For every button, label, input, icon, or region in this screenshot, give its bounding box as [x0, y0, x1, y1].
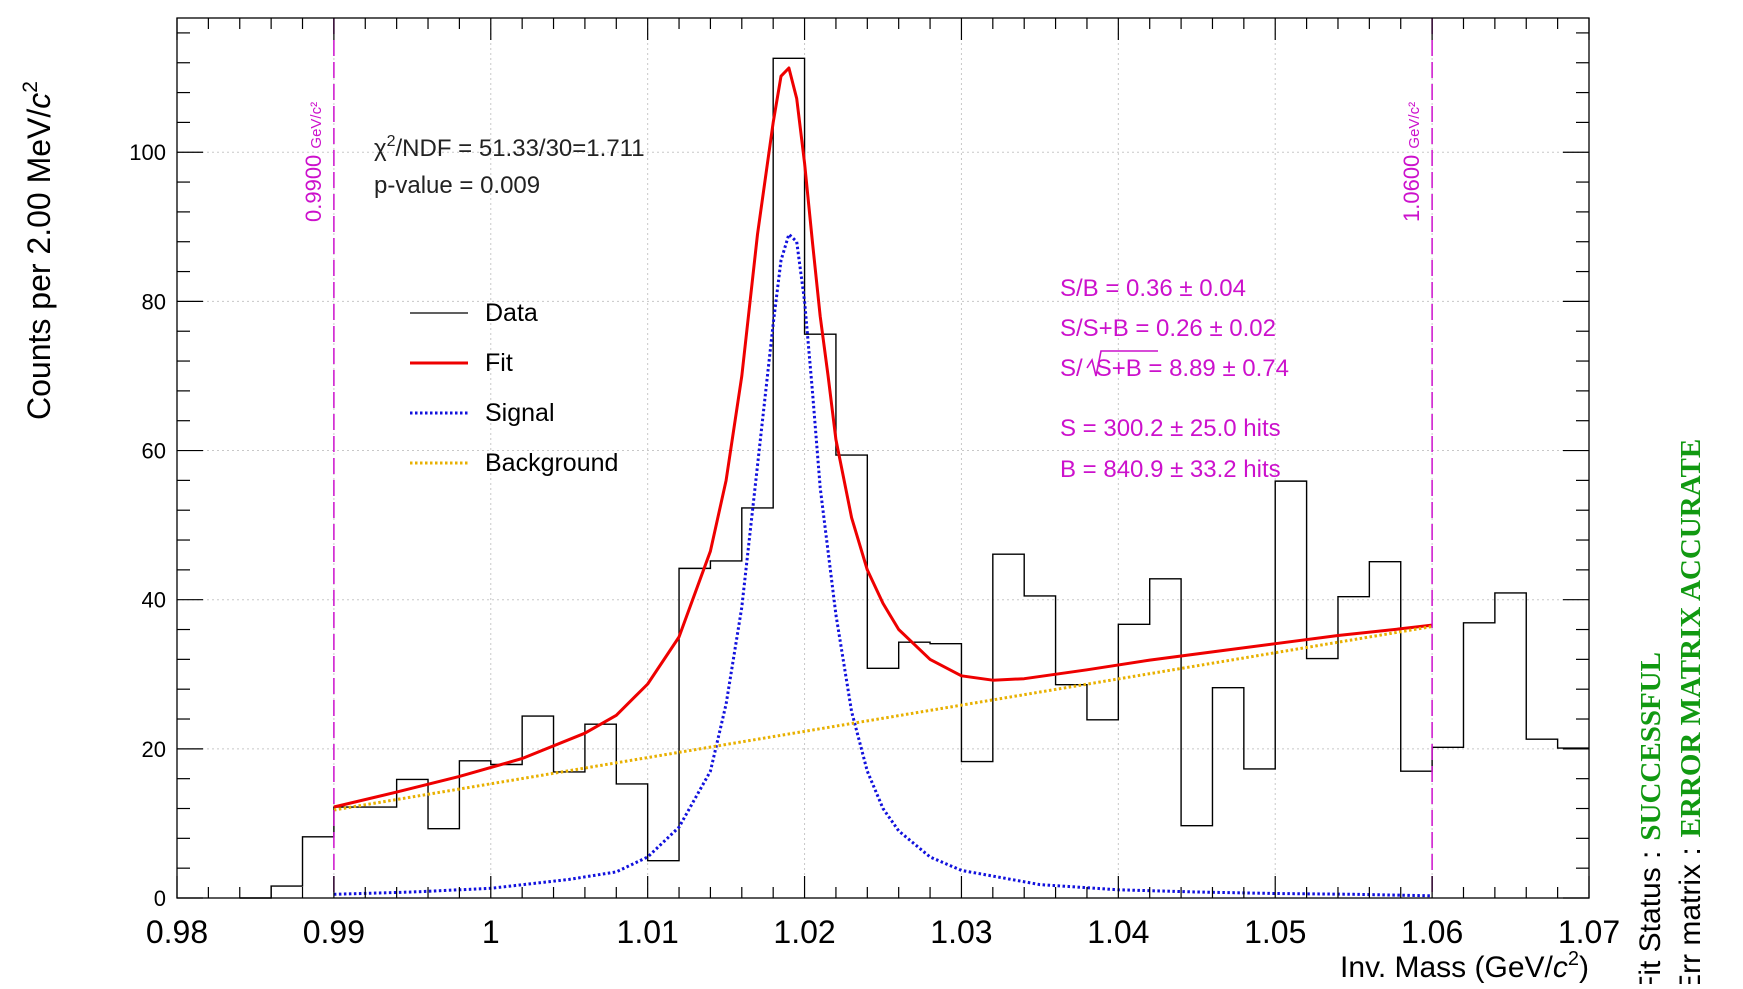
y-tick-label: 0 [154, 886, 166, 911]
y-tick-label: 60 [142, 439, 166, 464]
legend-label-background: Background [485, 449, 618, 477]
sqrt-radicand: S+B [1096, 355, 1142, 382]
axis-ticks-layer: 0.98 0.99 1 1.01 1.02 1.03 1.04 1.05 1.06 1.07 0 20… [129, 18, 1620, 950]
y-tick-label: 20 [142, 737, 166, 762]
significance-text: S/S+B = 8.89 ± 0.74 [1060, 355, 1289, 382]
signal-background-stats: S/B = 0.36 ± 0.04 S/S+B = 0.26 ± 0.02 S/… [1060, 275, 1289, 483]
fit-status-text: Fit Status :SUCCESSFUL [1634, 652, 1667, 984]
x-tick-label: 0.98 [146, 914, 208, 950]
series-background-curve [333, 625, 1433, 812]
x-tick-label: 1 [482, 914, 500, 950]
plot-frame-layer [176, 17, 1590, 899]
sqrt-sign [1086, 350, 1158, 377]
y-tick-label: 40 [142, 588, 166, 613]
sb-ratio-text: S/B = 0.36 ± 0.04 [1060, 275, 1246, 302]
signal-hits-text: S = 300.2 ± 25.0 hits [1060, 415, 1281, 442]
grid-layer [176, 18, 1590, 899]
x-tick-label: 1.01 [617, 914, 679, 950]
x-tick-label: 1.02 [773, 914, 835, 950]
legend: Data Fit Signal Background [410, 299, 618, 477]
err-matrix-text: Err matrix :ERROR MATRIX ACCURATE [1674, 439, 1707, 984]
data-histogram [239, 57, 1589, 899]
x-tick-label: 1.03 [930, 914, 992, 950]
x-tick-label: 1.05 [1244, 914, 1306, 950]
fit-curves-layer [333, 66, 1433, 898]
legend-label-fit: Fit [485, 349, 513, 377]
plot-frame [176, 17, 1590, 899]
legend-label-signal: Signal [485, 399, 555, 427]
x-axis-title: Inv. Mass (GeV/c2) [1340, 948, 1589, 984]
series-signal-curve [333, 232, 1433, 898]
y-tick-label: 80 [142, 289, 166, 314]
x-tick-label: 1.06 [1401, 914, 1463, 950]
series-fit-curve [333, 66, 1433, 809]
range-markers-layer: 0.9900 GeV/c² 1.0600 GeV/c² [301, 18, 1433, 898]
pvalue-annotation: p-value = 0.009 [374, 172, 540, 199]
x-tick-label: 1.07 [1558, 914, 1620, 950]
x-tick-label: 0.99 [303, 914, 365, 950]
ssb-ratio-text: S/S+B = 0.26 ± 0.02 [1060, 315, 1276, 342]
range-marker-label: 1.0600 GeV/c² [1399, 102, 1424, 222]
legend-label-data: Data [485, 299, 538, 327]
range-marker-label: 0.9900 GeV/c² [301, 102, 326, 222]
background-hits-text: B = 840.9 ± 33.2 hits [1060, 456, 1281, 483]
chi2-annotation: χ2/NDF = 51.33/30=1.711 [374, 133, 645, 162]
y-tick-label: 100 [129, 140, 166, 165]
x-tick-label: 1.04 [1087, 914, 1149, 950]
y-axis-title: Counts per 2.00 MeV/c2 [19, 81, 57, 420]
histogram-layer [239, 57, 1589, 899]
